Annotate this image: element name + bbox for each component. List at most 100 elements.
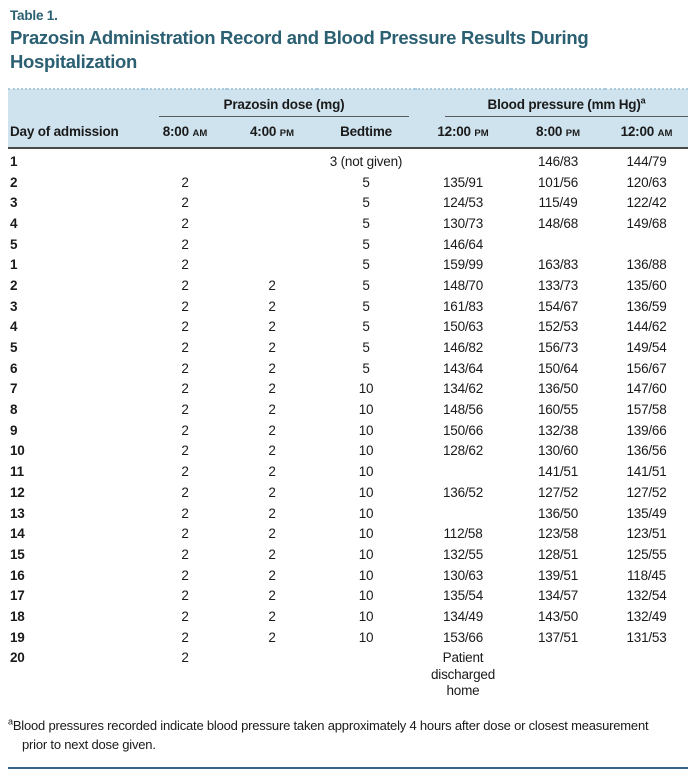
value-cell: 5	[362, 215, 370, 231]
value-cell: 5	[362, 257, 370, 273]
value-cell: 123/58	[537, 526, 579, 542]
footnote: aBlood pressures recorded indicate blood…	[8, 716, 662, 755]
value-cell: 133/73	[537, 277, 579, 293]
day-cell: 1	[10, 153, 18, 169]
value-cell: 127/52	[537, 484, 579, 500]
time-label: Bedtime	[340, 124, 392, 140]
value-cell: 135/60	[626, 277, 667, 293]
time-label: 12:00	[437, 124, 471, 140]
value-cell: 139/51	[537, 567, 579, 583]
value-cell: 153/66	[442, 629, 484, 645]
day-cell: 18	[10, 608, 25, 624]
value-cell: 2	[268, 402, 276, 418]
value-cell	[511, 648, 605, 701]
value-cell: 10	[358, 464, 374, 480]
value-cell	[605, 648, 688, 701]
value-cell: 123/51	[626, 526, 667, 542]
value-cell: 2	[181, 484, 189, 500]
value-cell: 150/66	[442, 422, 484, 438]
value-cell: 148/68	[537, 215, 579, 231]
table-row: 1 2 5 159/99 163/83 136/88	[8, 255, 688, 276]
ampm-label: AM	[657, 128, 673, 140]
value-cell: 2	[268, 340, 276, 355]
value-cell: 146/83	[537, 153, 579, 169]
value-cell: 156/67	[626, 360, 667, 376]
time-label: 8:00	[162, 124, 189, 140]
day-cell: 11	[10, 464, 24, 480]
value-cell: 136/52	[442, 484, 484, 500]
value-cell	[227, 648, 317, 701]
day-cell: 5	[10, 340, 18, 355]
value-cell: 132/49	[626, 608, 667, 624]
value-cell: 5	[362, 340, 370, 355]
value-cell: 130/73	[442, 215, 484, 231]
value-cell: 2	[268, 360, 276, 376]
value-cell: 159/99	[442, 257, 484, 273]
value-cell: 130/63	[442, 567, 484, 583]
value-cell: 10	[358, 588, 374, 604]
value-cell: 144/79	[626, 153, 667, 169]
table-row: 4 2 5 130/73 148/68 149/68	[8, 213, 688, 234]
value-cell: 2	[268, 526, 276, 542]
prazosin-bp-table: Prazosin dose (mg) Blood pressure (mm Hg…	[8, 87, 689, 701]
value-cell: 160/55	[537, 402, 579, 418]
day-cell: 3	[10, 195, 18, 211]
day-cell: 12	[10, 484, 25, 500]
day-cell: 14	[10, 526, 25, 542]
value-cell: 134/62	[442, 381, 484, 397]
value-cell: 150/63	[442, 319, 484, 335]
bp-group-label: Blood pressure (mm Hg)a	[445, 96, 689, 117]
value-cell: 2	[181, 443, 189, 459]
value-cell: 132/54	[626, 588, 667, 604]
value-cell: 134/57	[537, 588, 579, 604]
value-cell: 150/64	[537, 360, 579, 376]
day-cell: 8	[10, 402, 18, 418]
value-cell	[415, 148, 511, 172]
day-cell: 4	[10, 215, 18, 231]
value-cell: 136/59	[626, 298, 667, 314]
value-cell: 5	[362, 277, 370, 293]
column-header-12pm: 12:00 PM	[415, 116, 511, 149]
time-label: 8:00	[535, 124, 563, 140]
value-cell	[227, 234, 317, 255]
value-cell: 144/62	[626, 319, 667, 335]
value-cell: 2	[181, 174, 189, 190]
table-row: 17 2 2 10 135/54 134/57 132/54	[8, 586, 688, 607]
day-cell: 1	[10, 257, 18, 273]
value-cell: 5	[362, 195, 370, 211]
value-cell: 2	[181, 360, 189, 376]
day-cell: 6	[10, 360, 18, 376]
value-cell: 136/88	[626, 257, 667, 273]
value-cell: 10	[358, 402, 374, 418]
value-cell: 2	[181, 340, 189, 355]
value-cell	[415, 462, 511, 483]
value-cell: 154/67	[537, 298, 579, 314]
value-cell: 2	[181, 422, 189, 438]
footnote-text: Blood pressures recorded indicate blood …	[12, 717, 649, 753]
value-cell: Patient discharged home	[430, 650, 496, 698]
value-cell: 141/51	[626, 464, 667, 480]
table-row: 9 2 2 10 150/66 132/38 139/66	[8, 420, 688, 441]
value-cell: 2	[268, 629, 276, 645]
value-cell: 5	[362, 236, 370, 252]
table-row: 10 2 2 10 128/62 130/60 136/56	[8, 441, 688, 462]
table-row: 3 2 5 124/53 115/49 122/42	[8, 193, 688, 214]
day-cell: 2	[10, 277, 18, 293]
value-cell: 2	[268, 319, 276, 335]
value-cell: 136/56	[626, 443, 667, 459]
value-cell: 10	[358, 629, 374, 645]
value-cell: 132/38	[537, 422, 579, 438]
value-cell: 149/54	[626, 340, 667, 355]
value-cell	[143, 148, 227, 172]
value-cell: 146/64	[442, 236, 484, 252]
value-cell: 10	[358, 567, 374, 583]
value-cell: 2	[181, 588, 189, 604]
table-number-label: Table 1.	[10, 8, 58, 23]
value-cell: 2	[268, 464, 276, 480]
value-cell: 118/45	[626, 567, 667, 583]
value-cell: 135/54	[442, 588, 484, 604]
table-row: 5 2 2 5 146/82 156/73 149/54	[8, 338, 688, 359]
value-cell	[511, 234, 605, 255]
time-label: 12:00	[620, 124, 655, 140]
day-cell: 20	[10, 650, 25, 666]
